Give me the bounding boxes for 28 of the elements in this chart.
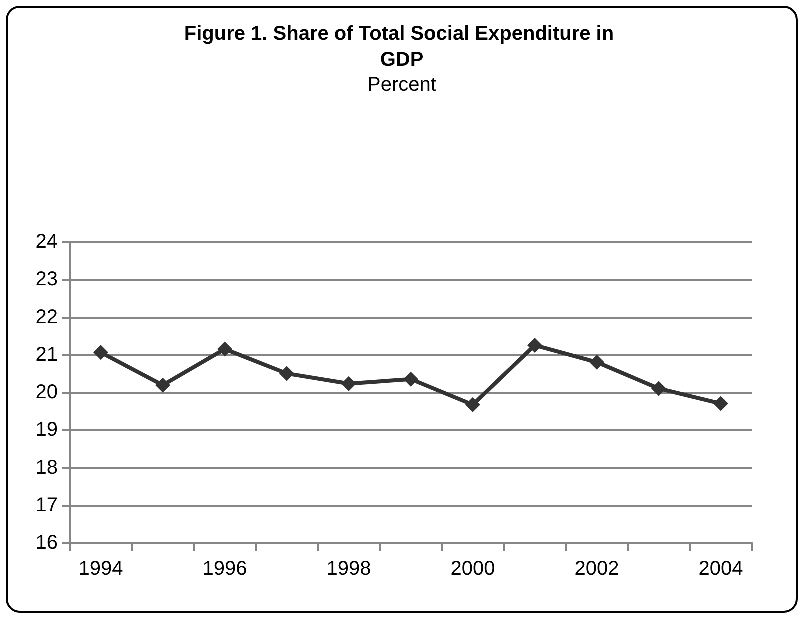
point [156,378,170,393]
point [466,397,480,412]
point [590,354,604,370]
point [280,366,294,382]
point [714,396,728,412]
point [342,376,356,392]
y-tick-label: 16 [36,532,58,554]
x-tick-label: 1994 [78,558,124,580]
chart-title: Figure 1. Share of Total Social Expenditure in GDP [184,23,620,71]
y-tick-label: 22 [36,306,58,328]
point [528,338,542,353]
y-tick-label: 23 [36,268,58,291]
y-tick-label: 19 [36,419,58,442]
x-tick-label: 2000 [450,558,496,580]
y-tick-label: 17 [36,494,58,516]
y-tick-label: 20 [36,382,58,404]
point [652,381,666,396]
point [94,345,108,360]
x-tick-label: 2004 [698,558,744,580]
x-tick-label: 1998 [326,558,372,580]
x-tick-label: 1996 [202,558,248,580]
point [404,372,418,387]
point [218,342,232,357]
y-tick-label: 24 [36,231,58,253]
y-tick-label: 18 [36,456,58,479]
y-tick-label: 21 [36,344,58,366]
x-tick-label: 2002 [574,558,620,580]
chart-subtitle: Percent [368,74,437,96]
